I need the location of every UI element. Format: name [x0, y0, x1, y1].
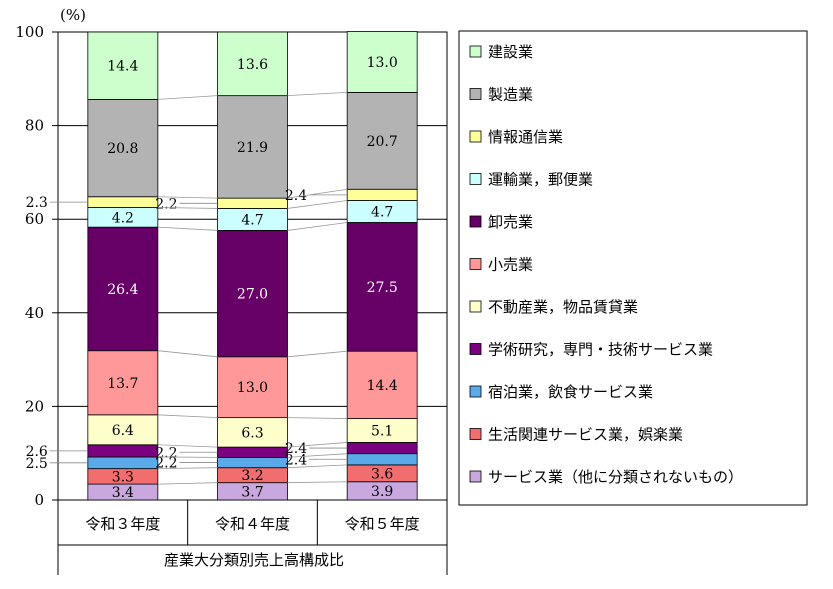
- y-tick-label: 0: [34, 491, 44, 509]
- plot-area: 020406080100令和３年度令和４年度令和５年度3.43.32.52.66…: [15, 23, 447, 575]
- x-axis-title: 産業大分類別売上高構成比: [164, 551, 344, 569]
- legend-swatch: [470, 216, 481, 227]
- series-connector: [288, 351, 348, 357]
- legend-swatch: [470, 471, 481, 482]
- data-label: 26.4: [107, 282, 138, 298]
- legend-label: 小売業: [488, 256, 533, 274]
- data-label: 3.9: [371, 484, 393, 500]
- bar-segment: [88, 445, 158, 457]
- data-label: 2.2: [155, 445, 177, 461]
- data-label: 27.0: [237, 287, 268, 303]
- legend-label: 運輸業，郵便業: [488, 171, 593, 189]
- bar-segment: [218, 198, 288, 208]
- legend-label: 学術研究，専門・技術サービス業: [488, 341, 713, 359]
- data-label: 20.8: [107, 141, 138, 157]
- series-connector: [288, 92, 348, 95]
- legend-swatch: [470, 131, 481, 142]
- legend-swatch: [470, 301, 481, 312]
- series-connector: [158, 96, 218, 100]
- category-label: 令和３年度: [85, 515, 160, 533]
- data-label: 21.9: [237, 140, 268, 156]
- legend-label: 製造業: [488, 86, 533, 104]
- legend-label: 卸売業: [488, 213, 533, 231]
- data-label: 14.4: [107, 59, 138, 75]
- legend-swatch: [470, 344, 481, 355]
- data-label: 2.2: [155, 196, 177, 212]
- y-tick-label: 40: [25, 304, 44, 322]
- legend-swatch: [470, 429, 481, 440]
- series-connector: [158, 227, 218, 230]
- data-label: 13.0: [367, 55, 398, 71]
- series-connector: [158, 483, 218, 484]
- legend-swatch: [470, 89, 481, 100]
- data-label: 2.3: [26, 195, 48, 211]
- data-label: 4.2: [112, 210, 134, 226]
- data-label: 5.1: [371, 424, 393, 440]
- bar-segment: [347, 442, 417, 453]
- legend-label: 情報通信業: [488, 128, 563, 146]
- data-label: 13.0: [237, 380, 268, 396]
- data-label: 3.7: [241, 484, 263, 500]
- legend-swatch: [470, 386, 481, 397]
- bar-segment: [347, 454, 417, 465]
- series-connector: [288, 418, 348, 419]
- y-tick-label: 80: [25, 117, 44, 135]
- data-label: 3.6: [371, 466, 393, 482]
- data-label: 20.7: [367, 134, 398, 150]
- bar-segment: [218, 447, 288, 457]
- data-label: 6.3: [241, 425, 263, 441]
- legend-label: 不動産業，物品賃貸業: [488, 298, 638, 316]
- bar-segment: [88, 457, 158, 469]
- data-label: 13.7: [107, 376, 138, 392]
- series-connector: [288, 222, 348, 230]
- bar-segment: [347, 189, 417, 200]
- bar-segment: [88, 197, 158, 208]
- series-connector: [158, 351, 218, 357]
- data-label: 3.3: [112, 469, 134, 485]
- data-label: 3.4: [112, 485, 134, 501]
- series-connector: [158, 415, 218, 418]
- y-tick-label: 20: [25, 397, 44, 415]
- data-label: 14.4: [367, 378, 398, 394]
- data-label: 4.7: [371, 204, 393, 220]
- data-label: 27.5: [367, 280, 398, 296]
- series-connector: [288, 482, 348, 483]
- legend-swatch: [470, 174, 481, 185]
- y-tick-label: 100: [15, 23, 44, 41]
- data-label: 13.6: [237, 57, 268, 73]
- y-tick-label: 60: [25, 210, 44, 228]
- data-label: 2.4: [285, 441, 307, 457]
- legend-label: 生活関連サービス業，娯楽業: [488, 426, 683, 444]
- category-label: 令和４年度: [215, 515, 290, 533]
- data-label: 2.6: [26, 444, 48, 460]
- data-label: 3.2: [241, 468, 263, 484]
- category-label: 令和５年度: [345, 515, 420, 533]
- legend-label: サービス業（他に分類されないもの）: [488, 468, 743, 486]
- data-label: 6.4: [112, 423, 134, 439]
- legend: 建設業製造業情報通信業運輸業，郵便業卸売業小売業不動産業，物品賃貸業学術研究，専…: [459, 31, 807, 505]
- legend-swatch: [470, 46, 481, 57]
- bar-segment: [218, 457, 288, 467]
- legend-label: 建設業: [488, 43, 533, 61]
- legend-label: 宿泊業，飲食サービス業: [488, 383, 653, 401]
- y-unit-label: (%): [60, 6, 86, 24]
- data-label: 4.7: [241, 212, 263, 228]
- legend-swatch: [470, 259, 481, 270]
